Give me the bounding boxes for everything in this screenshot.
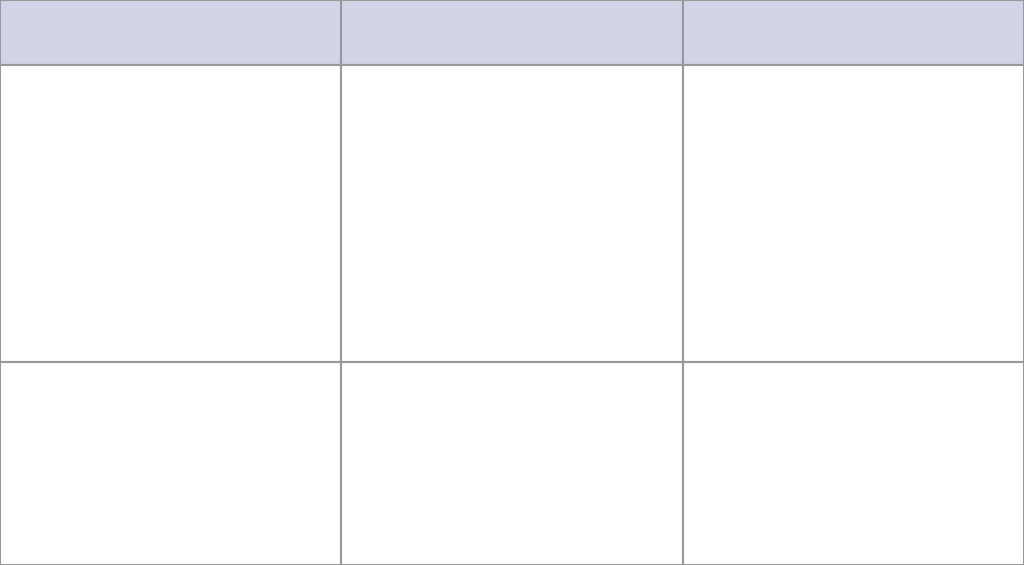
Text: solución: solución [18,418,84,432]
Text: Determinado ( SCD): Determinado ( SCD) [18,499,205,518]
Text: solución: solución [701,418,767,432]
Text: y: y [841,89,849,103]
Text: x: x [614,246,623,260]
Text: Son coincidentes: Son coincidentes [415,23,609,42]
Text: Indeterminado (SCI): Indeterminado (SCI) [359,499,549,518]
Text: x: x [955,246,964,260]
Text: Sistema Incompatible: Sistema Incompatible [701,464,904,483]
Text: x: x [273,246,282,260]
Text: El sistema tiene una única: El sistema tiene una única [18,388,231,403]
Text: soluciones: soluciones [359,418,443,432]
Text: Se cortan en un punto: Se cortan en un punto [44,23,297,42]
Text: y: y [158,89,166,103]
Text: Sistema Compatible: Sistema Compatible [18,464,206,483]
Text: El sistema no tiene: El sistema no tiene [701,388,854,403]
Text: Sistema Compatible: Sistema Compatible [359,464,548,483]
Text: El sistema tiene infinitas: El sistema tiene infinitas [359,388,557,403]
Text: (SI): (SI) [701,499,734,518]
Text: y: y [499,89,507,103]
Text: Son paralelas: Son paralelas [776,23,931,42]
